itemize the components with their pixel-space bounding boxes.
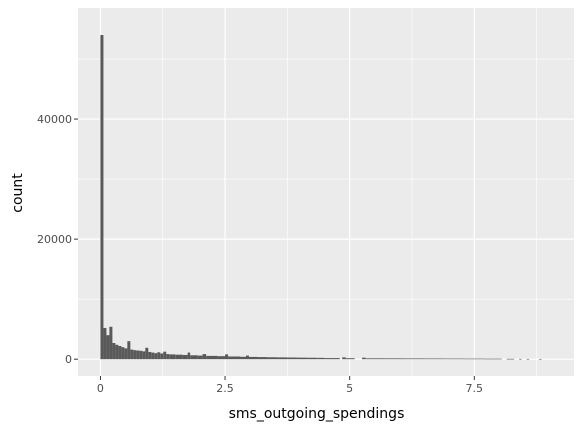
histogram-bar xyxy=(277,357,288,360)
histogram-bar xyxy=(190,355,198,360)
histogram-bar xyxy=(404,358,425,360)
y-axis: 0 20000 40000 xyxy=(37,113,78,366)
histogram-bar xyxy=(112,342,116,360)
histogram-bar xyxy=(526,358,530,360)
histogram-bar xyxy=(157,352,161,360)
histogram-bar xyxy=(225,354,229,360)
histogram-bar xyxy=(240,356,246,360)
histogram-bar xyxy=(139,350,143,360)
minor-gridlines xyxy=(78,8,574,376)
plot-panel xyxy=(78,8,574,376)
histogram-bar xyxy=(206,355,218,360)
histogram-bar xyxy=(317,357,325,360)
histogram-bar xyxy=(182,354,188,360)
histogram-bar xyxy=(539,358,542,360)
histogram-bar xyxy=(424,358,445,360)
histogram-bar xyxy=(136,350,140,360)
histogram-bar xyxy=(121,347,125,360)
histogram-bar xyxy=(142,351,146,360)
histogram-bar xyxy=(103,327,107,360)
y-tick-label: 0 xyxy=(65,353,72,366)
histogram-bar xyxy=(202,354,207,360)
histogram-bar xyxy=(145,347,149,360)
histogram-bar xyxy=(257,357,268,360)
histogram-bar xyxy=(345,358,355,360)
histogram-bar xyxy=(444,358,465,360)
y-axis-title: count xyxy=(10,173,26,213)
histogram-bar xyxy=(133,350,137,360)
histogram-bar xyxy=(169,354,176,360)
x-axis-title: sms_outgoing_spendings xyxy=(229,406,405,422)
x-tick-label: 7.5 xyxy=(466,382,484,395)
histogram-bar xyxy=(127,341,131,360)
histogram-bar xyxy=(228,356,241,360)
x-tick-label: 2.5 xyxy=(216,382,234,395)
x-axis: 0 2.5 5 7.5 xyxy=(97,376,483,395)
histogram-bar xyxy=(163,351,167,360)
x-tick-label: 0 xyxy=(97,382,104,395)
histogram-bar xyxy=(175,354,183,360)
histogram-bar xyxy=(115,344,119,360)
histogram-bar xyxy=(154,353,158,360)
histogram-bar xyxy=(464,358,485,360)
x-tick-label: 5 xyxy=(346,382,353,395)
histogram-bar xyxy=(384,358,405,360)
histogram-bar xyxy=(297,357,308,360)
histogram-bar xyxy=(160,353,164,360)
histogram-bar xyxy=(151,352,155,360)
histogram-bar xyxy=(342,357,346,360)
y-tick-label: 40000 xyxy=(37,113,72,126)
y-tick-label: 20000 xyxy=(37,233,72,246)
histogram-bar xyxy=(109,326,113,360)
histogram-bars xyxy=(100,35,542,360)
histogram-bar xyxy=(519,358,522,360)
histogram-bar xyxy=(197,355,203,360)
histogram-bar xyxy=(130,349,134,360)
histogram-bar xyxy=(217,356,226,360)
histogram-bar xyxy=(362,357,366,360)
histogram-bar xyxy=(148,351,152,360)
histogram-bar xyxy=(166,354,170,360)
histogram-bar xyxy=(248,356,258,360)
histogram-bar xyxy=(245,355,249,360)
histogram-bar xyxy=(506,358,515,360)
histogram-bar xyxy=(324,358,340,360)
histogram-bar xyxy=(365,358,385,360)
histogram-bar xyxy=(287,357,298,360)
histogram-bar xyxy=(484,358,502,360)
histogram-bar xyxy=(106,335,110,360)
histogram-bar xyxy=(124,348,128,360)
histogram-bar xyxy=(267,357,278,360)
histogram-bar xyxy=(187,352,191,360)
histogram-bar xyxy=(118,345,122,360)
histogram-bar xyxy=(100,35,104,360)
histogram-bar xyxy=(307,357,318,360)
